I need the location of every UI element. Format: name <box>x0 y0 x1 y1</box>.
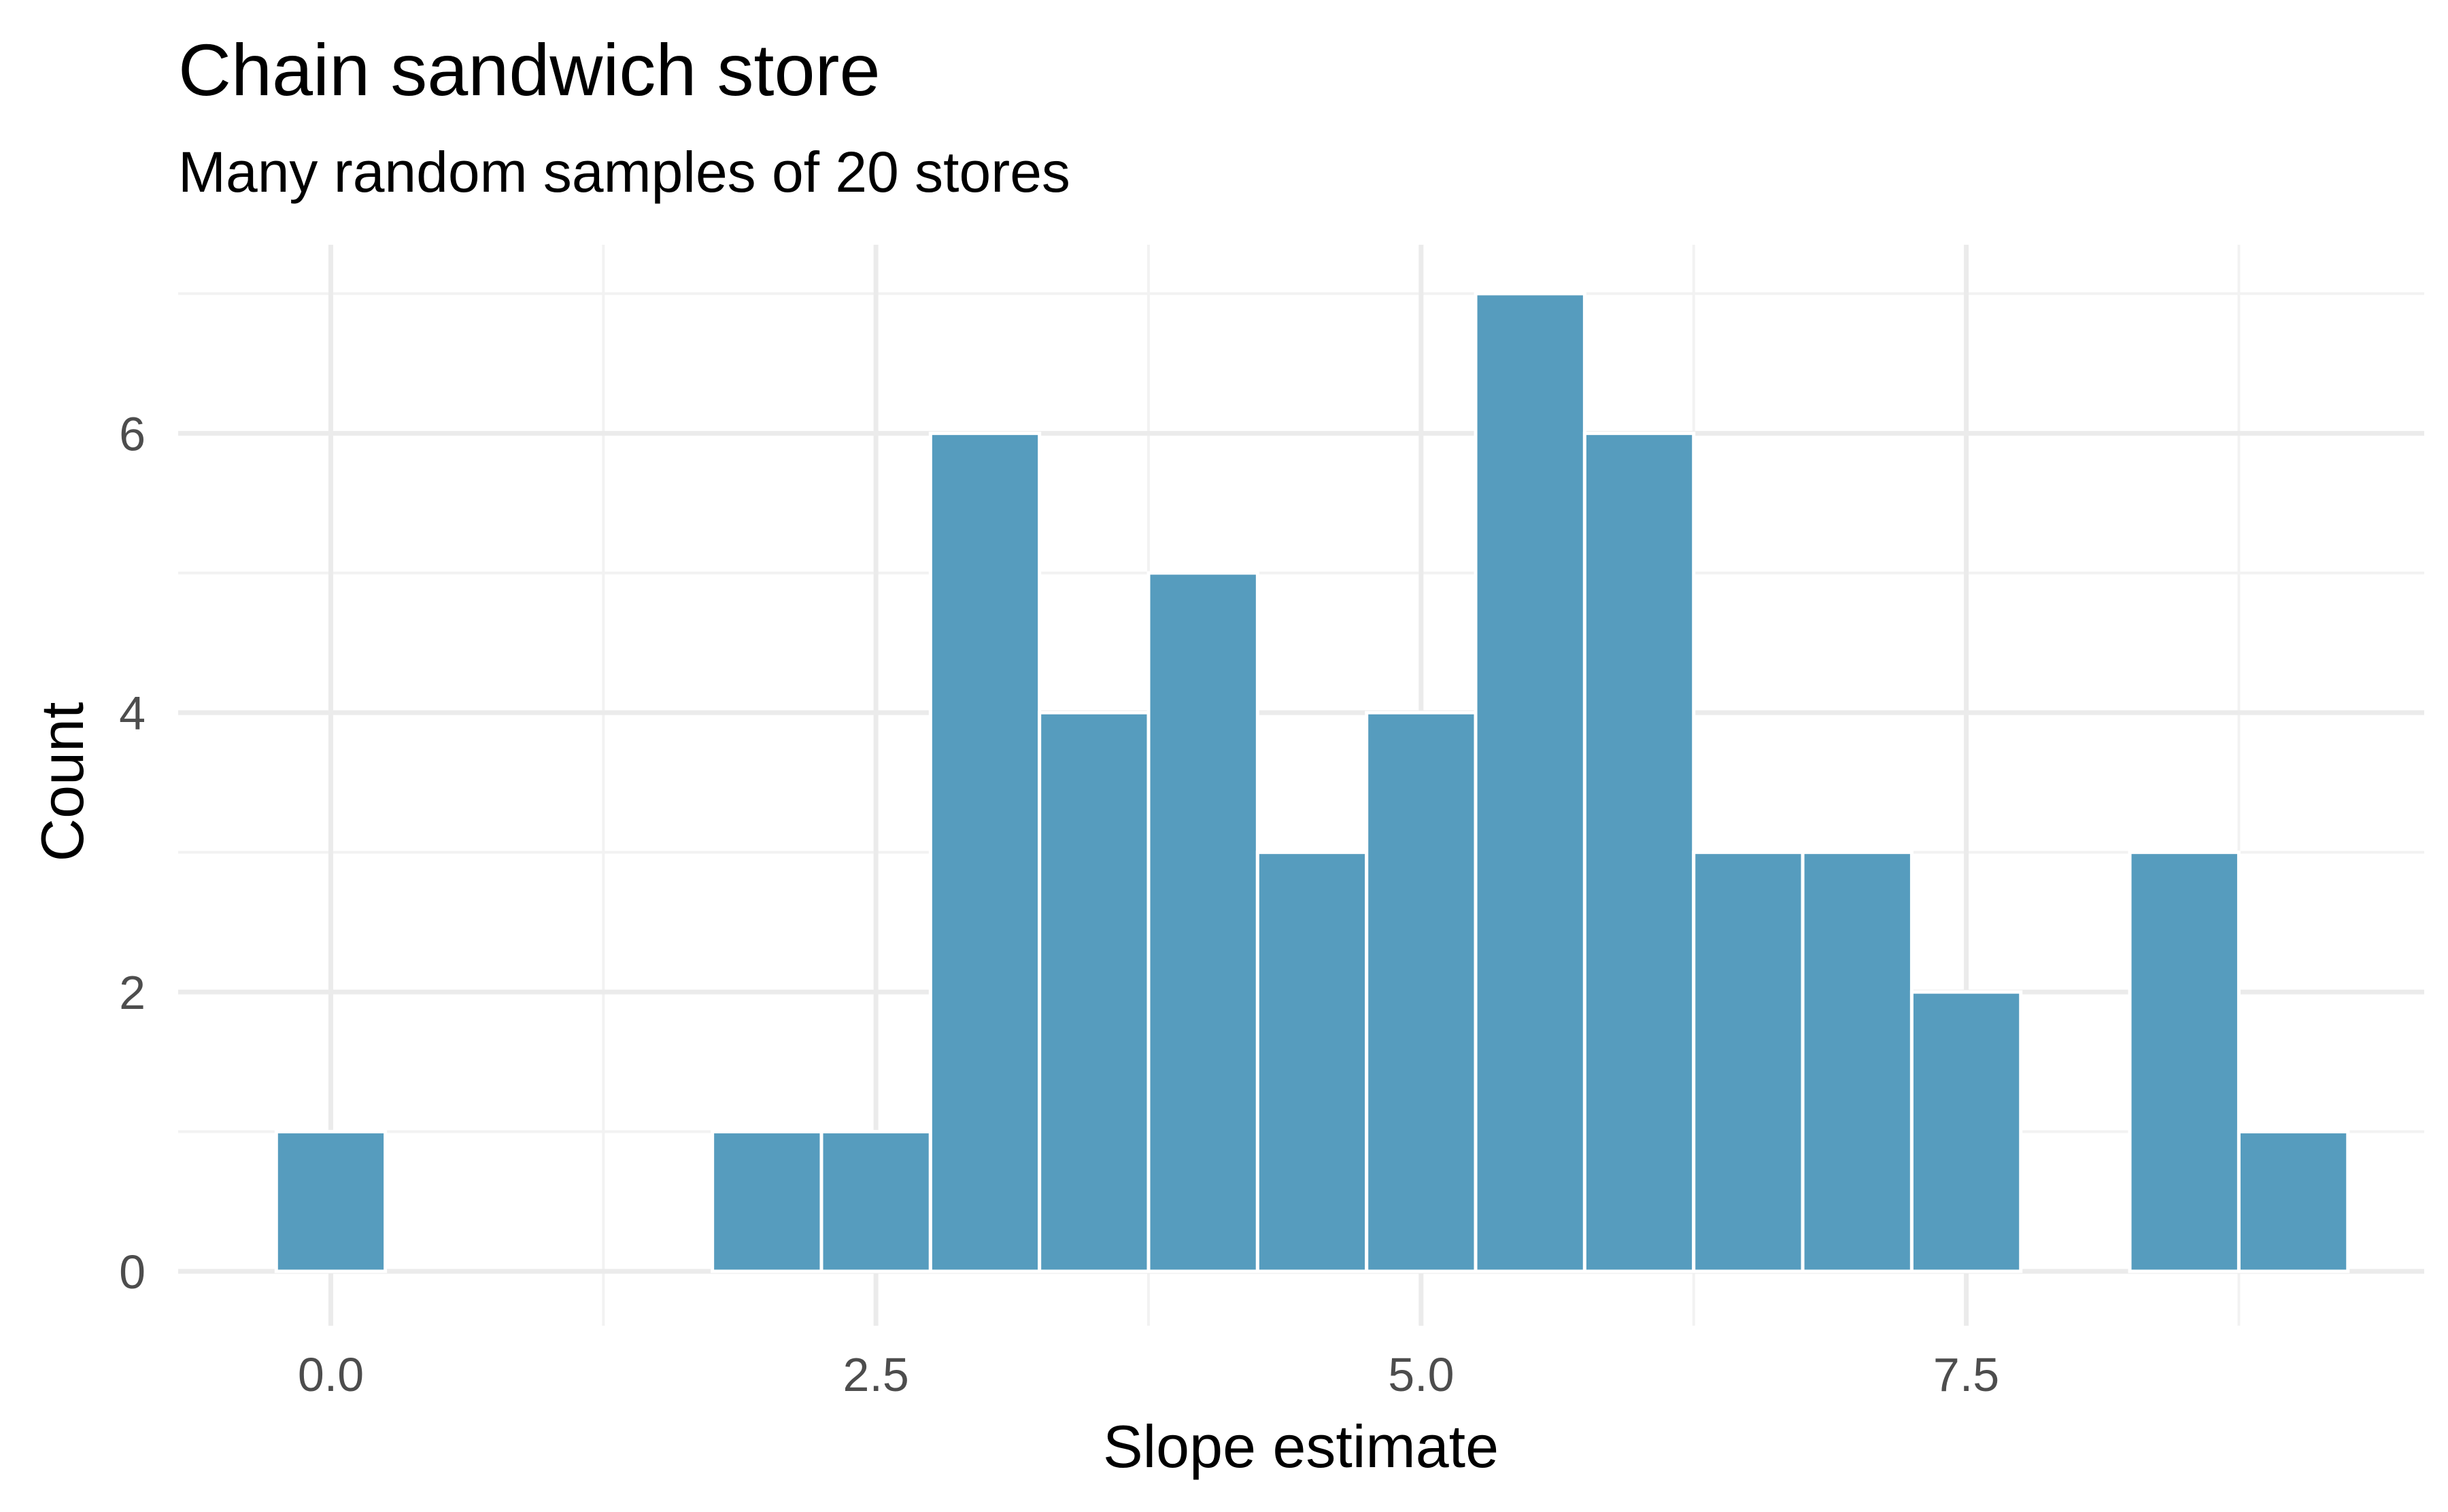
histogram-bar <box>1801 850 1914 1273</box>
x-tick-label: 5.0 <box>1388 1348 1454 1401</box>
histogram-bar <box>1909 990 2023 1273</box>
histogram-bar <box>819 1130 932 1273</box>
x-tick-label: 7.5 <box>1933 1348 1999 1401</box>
histogram-bar <box>1146 571 1259 1273</box>
histogram-bar <box>711 1130 823 1273</box>
histogram-bar <box>1582 431 1696 1273</box>
histogram-bar <box>928 431 1042 1273</box>
x-tick-label: 2.5 <box>843 1348 909 1401</box>
histogram-bar <box>1692 850 1805 1273</box>
histogram-bars <box>274 292 2350 1273</box>
histogram-bar <box>1474 292 1586 1273</box>
axis-tick-labels: 0.0 2.5 5.0 7.5 0 2 4 6 <box>119 407 1999 1401</box>
histogram-bar <box>1365 710 1478 1273</box>
histogram-bar <box>1038 710 1151 1273</box>
histogram-bar <box>2237 1130 2350 1273</box>
x-axis-title: Slope estimate <box>1103 1413 1499 1480</box>
y-tick-label: 4 <box>119 687 146 740</box>
chart-subtitle: Many random samples of 20 stores <box>178 140 1070 204</box>
y-tick-label: 0 <box>119 1245 146 1299</box>
y-tick-label: 2 <box>119 966 146 1019</box>
histogram-bar <box>2128 850 2241 1273</box>
y-axis-title: Count <box>29 702 96 862</box>
chart-title: Chain sandwich store <box>178 29 881 111</box>
histogram-bar <box>274 1130 388 1273</box>
x-tick-label: 0.0 <box>298 1348 364 1401</box>
y-tick-label: 6 <box>119 407 146 460</box>
histogram-bar <box>1255 850 1369 1273</box>
